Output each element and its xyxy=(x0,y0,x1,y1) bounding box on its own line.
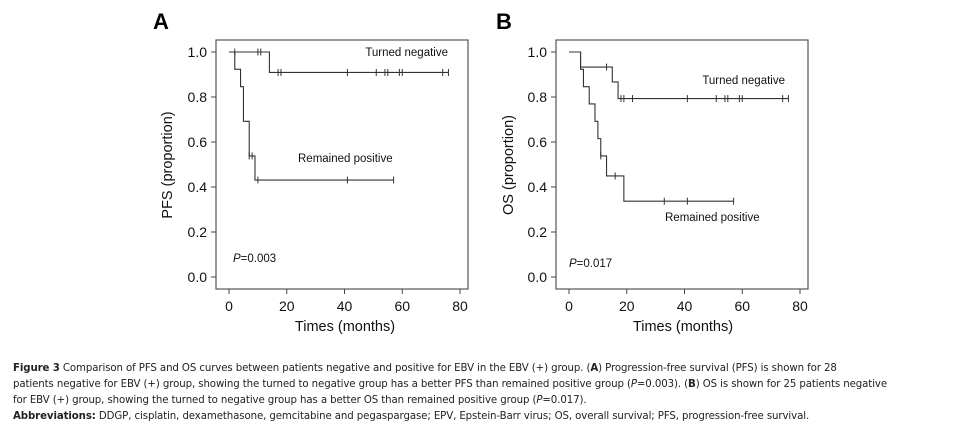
y-tick-label: 0.2 xyxy=(528,224,548,240)
caption-p: P xyxy=(536,395,543,406)
caption-text: for EBV (+) group, showing the turned to… xyxy=(13,395,537,406)
km-series-remained-positive: Remained positive xyxy=(569,51,760,224)
x-tick-label: 0 xyxy=(225,298,233,314)
y-tick-label: 1.0 xyxy=(528,44,548,60)
p-value-annotation: P=0.017 xyxy=(569,258,612,270)
x-tick-label: 80 xyxy=(452,298,468,314)
x-tick-label: 80 xyxy=(792,298,808,314)
x-axis-label: Times (months) xyxy=(633,319,733,335)
x-tick-label: 20 xyxy=(279,298,295,314)
p-value-annotation: P=0.003 xyxy=(233,253,276,265)
plot-frame xyxy=(555,39,809,290)
panel-label-b: B xyxy=(496,9,512,34)
p-symbol: P xyxy=(569,258,577,270)
y-tick-label: 0.8 xyxy=(188,89,208,105)
series-label: Remained positive xyxy=(665,212,760,224)
caption-text: ) OS is shown for 25 patients negative xyxy=(695,379,888,390)
km-panel-b: 0.0 0.2 0.4 0.6 0.8 1.0 0 20 40 60 80 Times (months… xyxy=(501,39,809,335)
survival-curve xyxy=(229,51,449,74)
x-axis-label: Times (months) xyxy=(295,319,395,335)
caption-ref-a: A xyxy=(590,363,599,374)
km-series-remained-positive: Remained positive xyxy=(229,51,395,184)
y-tick-label: 0.4 xyxy=(528,179,548,195)
km-series-turned-negative: Turned negative xyxy=(229,47,449,76)
x-tick-label: 60 xyxy=(394,298,410,314)
panel-label-a: A xyxy=(153,9,169,34)
caption-text: =0.003). ( xyxy=(636,379,689,390)
caption-text: =0.017). xyxy=(542,395,587,406)
series-label: Remained positive xyxy=(298,153,393,165)
y-axis-label: PFS (proportion) xyxy=(160,111,176,218)
caption-line-1: Figure 3 Comparison of PFS and OS curves… xyxy=(13,361,953,377)
series-label: Turned negative xyxy=(702,75,785,87)
plot-frame xyxy=(215,39,469,290)
y-axis-label: OS (proportion) xyxy=(501,115,517,215)
p-symbol: P xyxy=(233,253,241,265)
x-tick-label: 60 xyxy=(734,298,750,314)
figure-label: Figure 3 xyxy=(13,363,60,374)
km-series-turned-negative: Turned negative xyxy=(569,51,789,103)
x-tick-label: 40 xyxy=(677,298,693,314)
caption-p: P xyxy=(630,379,637,390)
caption-line-3: for EBV (+) group, showing the turned to… xyxy=(13,393,953,409)
survival-curve xyxy=(229,51,394,181)
y-tick-label: 0.2 xyxy=(188,224,208,240)
x-tick-label: 20 xyxy=(619,298,635,314)
caption-text: Comparison of PFS and OS curves between … xyxy=(59,363,591,374)
abbreviations-text: DDGP, cisplatin, dexamethasone, gemcitab… xyxy=(95,411,810,422)
survival-curve xyxy=(569,51,734,202)
p-value: =0.003 xyxy=(241,253,277,265)
caption-abbreviations: Abbreviations: DDGP, cisplatin, dexameth… xyxy=(13,409,953,425)
series-label: Turned negative xyxy=(365,47,448,59)
abbreviations-label: Abbreviations: xyxy=(13,411,96,422)
y-tick-label: 0.6 xyxy=(528,134,548,150)
km-panel-a: 0.0 0.2 0.4 0.6 0.8 1.0 0 20 40 60 80 Times (months… xyxy=(160,39,469,335)
km-plots: 0.0 0.2 0.4 0.6 0.8 1.0 0 20 40 60 80 Times (months… xyxy=(160,39,809,335)
caption-ref-b: B xyxy=(688,379,696,390)
x-tick-label: 0 xyxy=(565,298,573,314)
caption-text: ) Progression-free survival (PFS) is sho… xyxy=(598,363,837,374)
figure-caption: Figure 3 Comparison of PFS and OS curves… xyxy=(13,361,953,425)
p-value: =0.017 xyxy=(577,258,613,270)
y-tick-label: 0.8 xyxy=(528,89,548,105)
x-tick-label: 40 xyxy=(337,298,353,314)
caption-text: patients negative for EBV (+) group, sho… xyxy=(13,379,631,390)
y-tick-label: 0.0 xyxy=(528,269,548,285)
y-tick-label: 1.0 xyxy=(188,44,208,60)
y-tick-label: 0.4 xyxy=(188,179,208,195)
y-tick-label: 0.0 xyxy=(188,269,208,285)
caption-line-2: patients negative for EBV (+) group, sho… xyxy=(13,377,953,393)
y-tick-label: 0.6 xyxy=(188,134,208,150)
